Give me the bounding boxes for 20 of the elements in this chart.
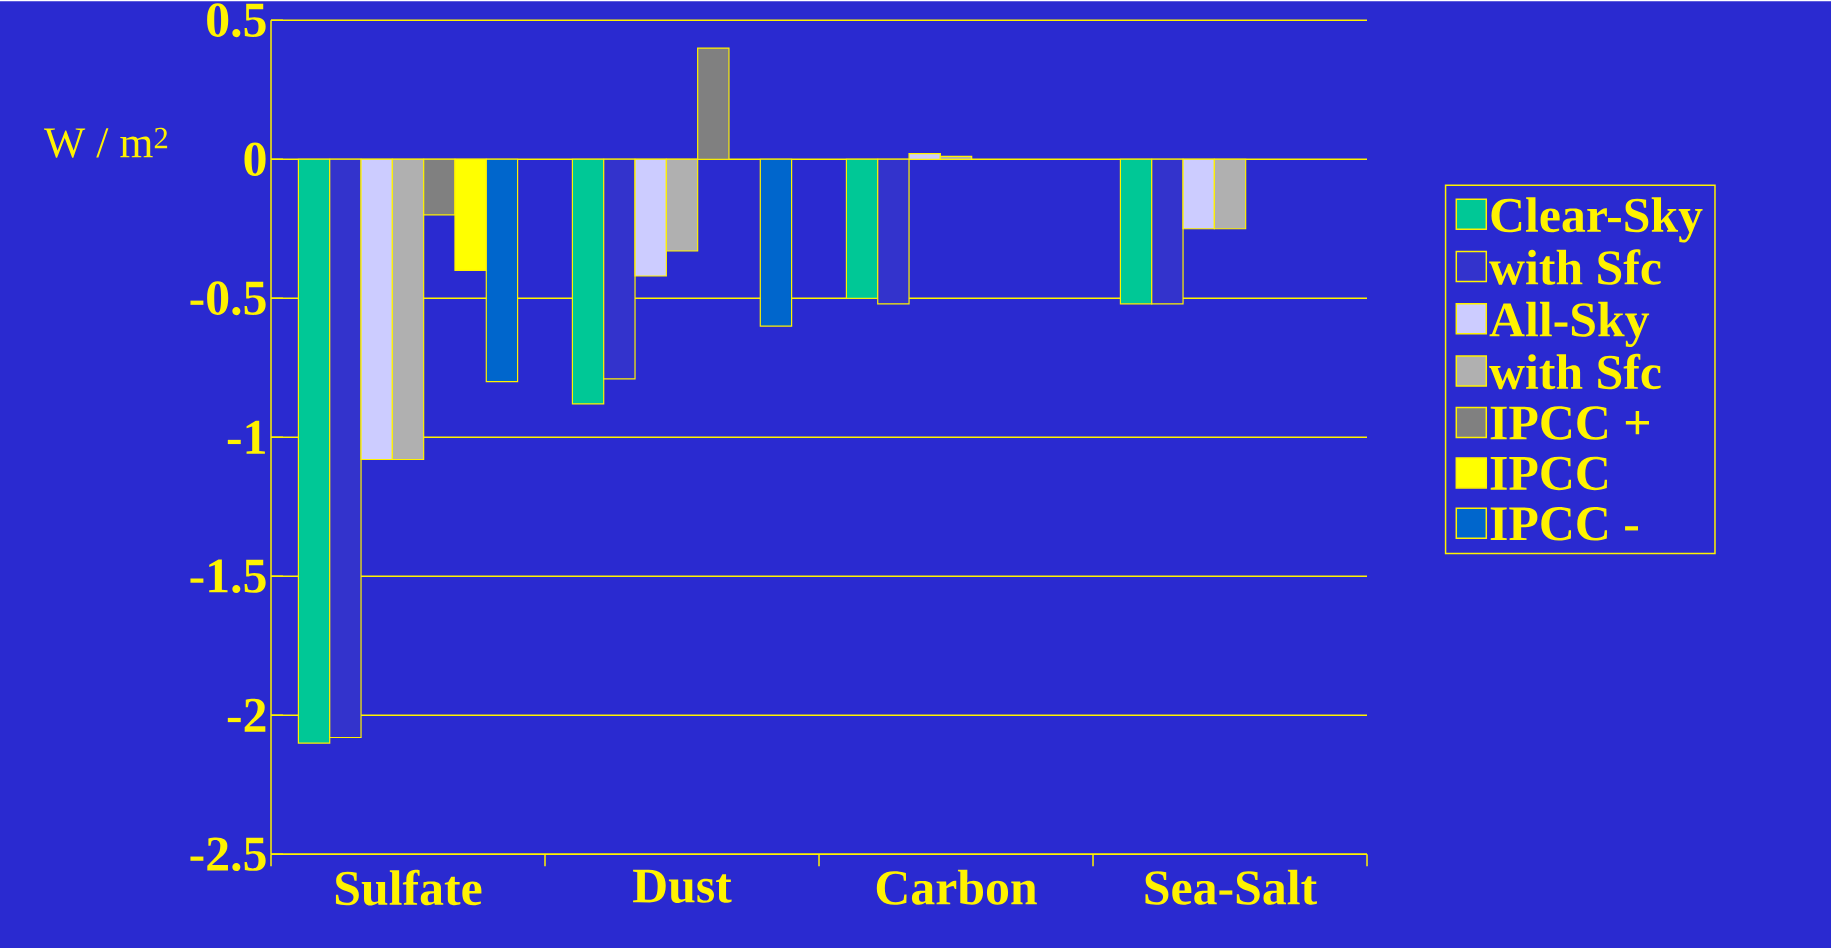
- legend-label: IPCC +: [1490, 406, 1650, 440]
- legend-label: IPCC: [1490, 456, 1607, 491]
- bar: [759, 158, 793, 327]
- legend-label: All-Sky: [1489, 301, 1650, 347]
- legend-label: Clear-Sky: [1491, 197, 1703, 243]
- legend-label: with Sfc: [1489, 353, 1661, 390]
- y-axis-title: W / m$^{2}$: [43, 127, 168, 158]
- y-tick-label: -2.5: [190, 837, 266, 871]
- x-tick-label: Sea-Salt: [1145, 869, 1317, 905]
- y-tick-label: 0: [244, 142, 266, 176]
- y-tick-label: 0.5: [207, 3, 266, 38]
- y-tick-label: -0.5: [190, 281, 266, 316]
- y-tick-label: -1: [227, 420, 265, 454]
- x-tick-label: Carbon: [876, 869, 1037, 905]
- legend-label: IPCC -: [1490, 506, 1638, 541]
- legend-label: with Sfc: [1489, 249, 1661, 285]
- x-tick-label: Sulfate: [335, 869, 482, 906]
- y-tick-label: -2: [227, 698, 266, 732]
- y-tick-label: -1.5: [190, 559, 266, 593]
- x-tick-label: Dust: [633, 869, 732, 903]
